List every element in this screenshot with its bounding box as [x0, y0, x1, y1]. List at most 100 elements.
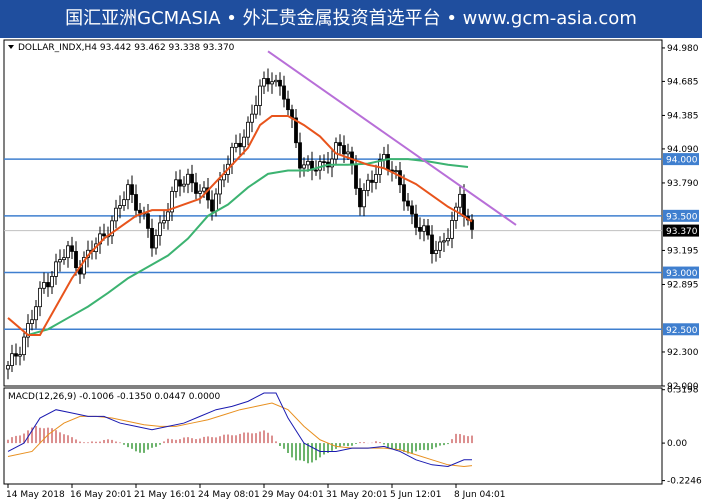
macd-tick-label: 0.3198 [667, 386, 699, 396]
time-tick-label: 24 May 08:01 [198, 490, 260, 500]
current-price-box [663, 224, 699, 237]
candle-body [462, 193, 466, 217]
candle-body [422, 225, 426, 232]
macd-main-line [7, 392, 472, 467]
candle-body [322, 161, 326, 164]
candle-body [306, 160, 310, 166]
candle-body [158, 222, 162, 236]
candle-body [10, 353, 14, 366]
candle-body [182, 183, 186, 187]
candle-body [410, 205, 414, 215]
candle-body [342, 145, 346, 155]
candle-body [186, 173, 190, 185]
candle-body [134, 194, 138, 211]
candle-body [146, 213, 150, 229]
price-axis: 94.980 94.685 94.385 94.090 93.790 93.195 92.8… [662, 44, 699, 392]
candle-body [334, 142, 338, 160]
candle-body [214, 193, 218, 212]
candle-body [234, 142, 238, 148]
candle-body [286, 98, 290, 111]
candle-body [178, 179, 182, 187]
main-panel-header: DOLLAR_INDX,H4 93.442 93.462 93.338 93.3… [18, 43, 235, 53]
candle-body [218, 179, 222, 195]
level-label-box [663, 153, 699, 166]
candle-body [102, 233, 106, 237]
candle-body [114, 207, 118, 222]
candle-body [450, 220, 454, 239]
candle-body [82, 257, 86, 275]
candle-body [298, 142, 302, 169]
candle-body [302, 164, 306, 169]
candle-body [42, 282, 46, 289]
collapse-triangle-icon[interactable] [8, 45, 14, 49]
candle-body [358, 187, 362, 208]
candle-body [242, 136, 246, 148]
candle-body [154, 235, 158, 249]
level-label: 94.000 [666, 156, 698, 166]
candle-body [330, 158, 334, 168]
candle-body [282, 85, 286, 100]
time-tick-label: 5 Jun 12:01 [390, 490, 441, 500]
candle-body [402, 184, 406, 202]
price-tick-label: 92.300 [667, 348, 699, 358]
macd-panel-frame [3, 387, 663, 485]
candle-body [74, 251, 78, 269]
main-panel-frame [3, 39, 663, 387]
broker-banner: 国汇亚洲GCMASIA • 外汇贵金属投资首选平台 • www.gcm-asia… [0, 0, 702, 38]
candle-body [418, 226, 422, 232]
candle-body [250, 113, 254, 123]
candle-body [110, 220, 114, 237]
level-label: 92.500 [666, 326, 698, 336]
candle-body [34, 306, 38, 321]
candle-body [138, 209, 142, 214]
candle-body [30, 319, 34, 324]
candle-body [414, 213, 418, 228]
candle-body [406, 200, 410, 207]
candle-body [62, 257, 66, 261]
candle-body [210, 199, 214, 212]
current-price-label: 93.370 [666, 227, 698, 237]
candle-body [162, 220, 166, 224]
macd-panel: 0.3198 0.00 -0.2246 MACD(12,26,9) -0.1006 … [3, 386, 702, 487]
time-tick-label: 21 May 16:01 [134, 490, 196, 500]
candle-body [346, 151, 350, 155]
candle-body [262, 78, 266, 87]
candle-body [66, 245, 70, 259]
level-label-box [663, 323, 699, 336]
level-label-box [663, 266, 699, 279]
candle-body [254, 105, 258, 115]
candle-body [442, 240, 446, 243]
main-price-panel: 94.980 94.685 94.385 94.090 93.790 93.195 92.8… [3, 39, 699, 392]
candle-body [150, 227, 154, 249]
candle-body [170, 191, 174, 213]
candle-body [470, 219, 474, 230]
candle-body [370, 179, 374, 183]
price-tick-label: 94.090 [667, 145, 699, 155]
candle-body [6, 365, 10, 370]
candle-body [430, 234, 434, 255]
candle-body [366, 179, 370, 191]
price-tick-label: 94.385 [667, 111, 699, 121]
price-tick-label: 92.000 [667, 382, 699, 392]
candle-body [386, 154, 390, 171]
candle-body [278, 79, 282, 87]
candle-body [22, 336, 26, 356]
candle-body [230, 146, 234, 165]
candle-body [46, 282, 50, 288]
candle-body [126, 184, 130, 201]
time-axis: 14 May 2018 16 May 20:01 21 May 16:01 24 Ma… [6, 484, 505, 500]
candle-body [238, 142, 242, 148]
candle-body [202, 187, 206, 192]
candle-body [454, 206, 458, 221]
candle-body [258, 85, 262, 106]
candle-body [294, 117, 298, 144]
candle-body [174, 179, 178, 192]
time-tick-label: 8 Jun 04:01 [454, 490, 505, 500]
candle-body [70, 245, 74, 252]
price-tick-label: 94.980 [667, 44, 699, 54]
candle-body [130, 184, 134, 195]
price-tick-label: 93.195 [667, 246, 699, 256]
candle-body [354, 163, 358, 189]
price-tick-label: 93.790 [667, 179, 699, 189]
time-tick-label: 29 May 04:01 [262, 490, 324, 500]
